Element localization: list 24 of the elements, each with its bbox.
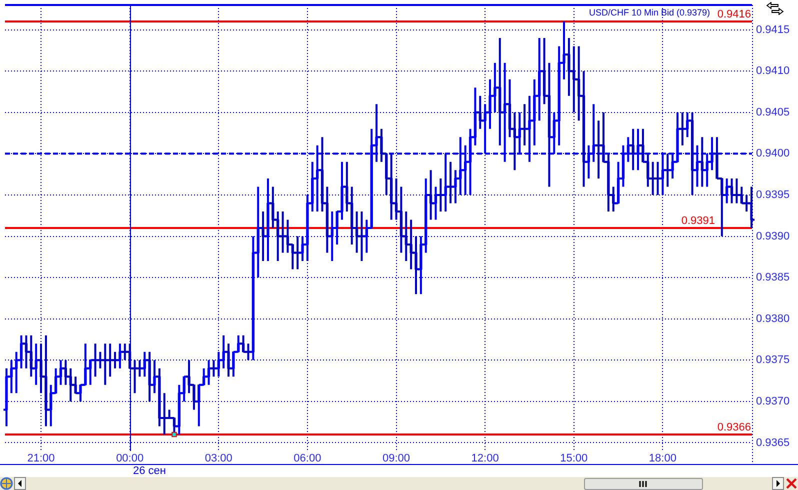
y-tick-label: 0.9395 xyxy=(756,188,790,201)
x-tick-label: 21:00 xyxy=(27,452,55,465)
ref-line-label: 26 сен xyxy=(133,465,166,478)
y-tick-label: 0.9385 xyxy=(756,272,790,284)
y-tick-label: 0.9365 xyxy=(756,436,790,449)
y-tick-label: 0.9415 xyxy=(756,24,790,36)
x-tick-label: 06:00 xyxy=(294,452,322,465)
x-tick-label: 03:00 xyxy=(204,452,232,465)
ref-line-label: 0.9391 xyxy=(681,215,715,228)
ref-line-label: 0.9366 xyxy=(717,422,751,434)
y-tick-label: 0.9390 xyxy=(756,230,790,242)
x-tick-label: 12:00 xyxy=(471,452,499,465)
x-tick-label: 09:00 xyxy=(382,452,410,465)
x-tick-label: 00:00 xyxy=(116,452,144,465)
y-tick-label: 0.9405 xyxy=(756,106,790,118)
y-tick-label: 0.9410 xyxy=(756,65,790,78)
chart-title: USD/CHF 10 Min Bid (0.9379) xyxy=(588,7,710,18)
y-tick-label: 0.9400 xyxy=(756,148,790,160)
y-tick-label: 0.9370 xyxy=(756,395,790,408)
x-tick-label: 18:00 xyxy=(648,452,676,465)
x-tick-label: 15:00 xyxy=(560,452,588,465)
y-tick-label: 0.9375 xyxy=(756,354,790,366)
ref-line-label: 0.9416 xyxy=(717,8,751,21)
y-tick-label: 0.9380 xyxy=(756,312,790,325)
